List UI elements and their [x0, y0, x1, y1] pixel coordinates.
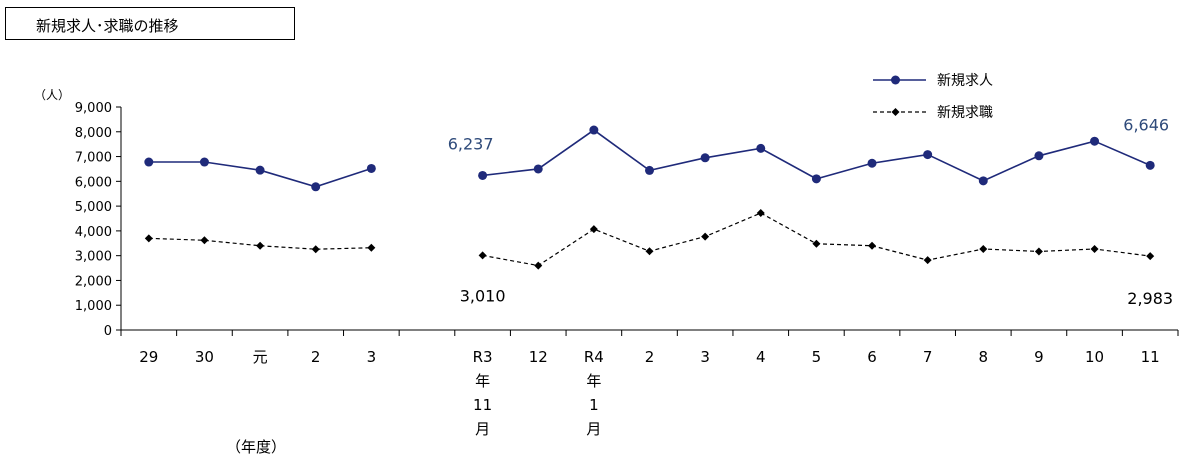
chart-title-box: 新規求人･求職の推移 — [5, 7, 295, 40]
series-point-2 — [1090, 244, 1099, 253]
x-tick-label: 1 — [589, 396, 599, 414]
series-point-2 — [645, 247, 654, 256]
data-label: 6,237 — [448, 134, 494, 153]
y-tick-label: 7,000 — [75, 151, 112, 166]
x-tick-label: 6 — [867, 348, 877, 366]
y-tick-label: 3,000 — [75, 250, 112, 265]
series-point-1 — [1145, 160, 1155, 170]
series-point-2 — [534, 261, 543, 270]
series-point-1 — [1034, 151, 1044, 161]
chart-title: 新規求人･求職の推移 — [36, 17, 179, 35]
series-point-2 — [1146, 252, 1155, 261]
series-point-1 — [700, 153, 710, 163]
data-label: 6,646 — [1123, 115, 1169, 134]
series-point-1 — [923, 150, 933, 160]
series-point-2 — [367, 243, 376, 252]
x-tick-label: 12 — [529, 348, 548, 366]
y-tick-label: 8,000 — [75, 126, 112, 141]
series-point-1 — [144, 157, 154, 167]
series-point-2 — [589, 225, 598, 234]
x-tick-label: 8 — [979, 348, 989, 366]
series-point-2 — [923, 256, 932, 265]
x-axis-label: （年度） — [226, 438, 286, 456]
x-tick-label: R4 — [584, 348, 604, 366]
y-tick-label: 0 — [104, 324, 112, 339]
series-point-1 — [1090, 136, 1100, 146]
legend-marker-1 — [891, 75, 900, 85]
y-tick-label: 6,000 — [75, 175, 112, 190]
x-tick-label: R3 — [473, 348, 493, 366]
series-point-1 — [533, 164, 543, 174]
x-tick-label: 3 — [700, 348, 710, 366]
x-tick-label: 11 — [473, 396, 492, 414]
x-tick-label: 月 — [475, 420, 490, 438]
series-point-1 — [478, 170, 488, 180]
x-tick-label: 7 — [923, 348, 933, 366]
series-point-2 — [701, 232, 710, 241]
series-point-1 — [255, 165, 265, 175]
x-tick-label: 2 — [645, 348, 655, 366]
x-tick-label: 5 — [812, 348, 822, 366]
x-tick-label: 年 — [475, 372, 490, 390]
series-point-1 — [311, 182, 321, 192]
y-unit-label: （人） — [34, 88, 70, 102]
series-point-2 — [144, 234, 153, 243]
x-tick-label: 年 — [586, 372, 601, 390]
x-tick-label: 11 — [1141, 348, 1160, 366]
series-point-1 — [199, 157, 209, 167]
series-point-2 — [200, 236, 209, 245]
series-point-2 — [1034, 247, 1043, 256]
x-tick-label: 4 — [756, 348, 766, 366]
series-point-1 — [811, 174, 821, 184]
y-tick-label: 2,000 — [75, 274, 112, 289]
series-point-2 — [478, 251, 487, 260]
series-point-1 — [978, 176, 988, 186]
y-tick-label: 5,000 — [75, 200, 112, 215]
series-point-2 — [868, 241, 877, 250]
x-tick-label: 30 — [195, 348, 214, 366]
legend-marker-2 — [891, 108, 900, 116]
series-point-2 — [812, 239, 821, 248]
x-tick-label: 元 — [253, 348, 268, 366]
y-tick-label: 4,000 — [75, 225, 112, 240]
series-point-2 — [256, 241, 265, 250]
series-point-2 — [311, 245, 320, 254]
data-label: 2,983 — [1127, 289, 1173, 308]
series-point-1 — [645, 165, 654, 175]
series-point-1 — [366, 163, 376, 173]
x-tick-label: 9 — [1034, 348, 1044, 366]
series-point-1 — [756, 143, 766, 153]
y-tick-label: 9,000 — [75, 101, 112, 116]
series-line-1 — [482, 129, 1151, 182]
y-tick-label: 1,000 — [75, 299, 112, 314]
x-tick-label: 10 — [1085, 348, 1104, 366]
series-point-1 — [589, 125, 599, 135]
x-tick-label: 29 — [139, 348, 158, 366]
series-line-2 — [482, 212, 1151, 267]
legend-label-1: 新規求人 — [937, 73, 993, 89]
x-tick-label: 月 — [586, 420, 601, 438]
x-tick-label: 2 — [311, 348, 321, 366]
series-line-2 — [148, 237, 372, 250]
series-point-1 — [867, 158, 877, 168]
x-tick-label: 3 — [367, 348, 377, 366]
series-point-2 — [756, 209, 765, 218]
legend-label-2: 新規求職 — [937, 105, 993, 121]
data-label: 3,010 — [460, 286, 506, 305]
series-point-2 — [979, 244, 988, 253]
